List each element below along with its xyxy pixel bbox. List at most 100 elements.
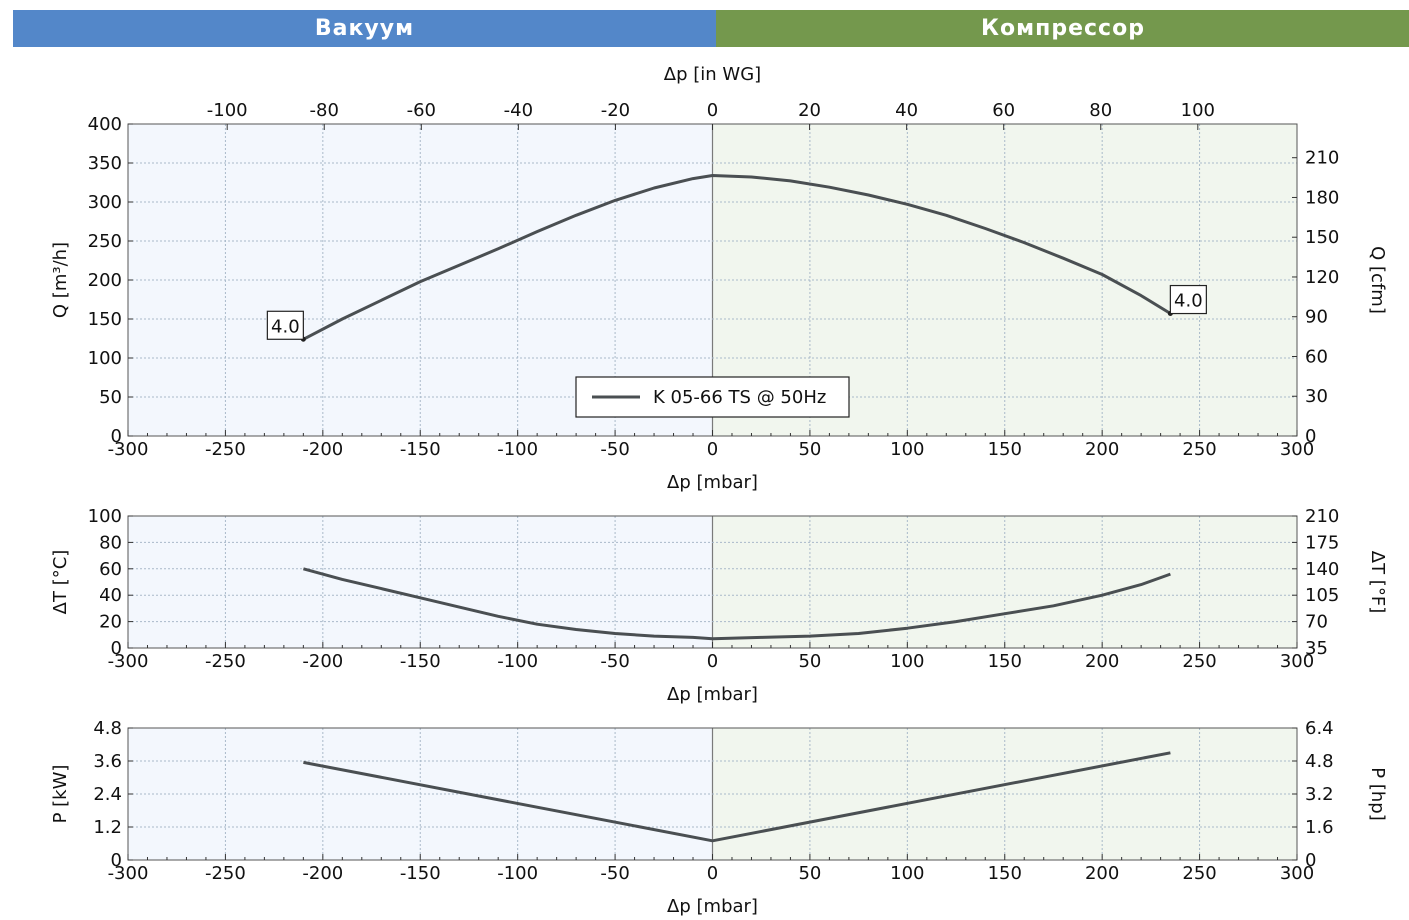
flow-annotation-label: 4.0 bbox=[271, 316, 300, 337]
temp-ytick-label: 100 bbox=[88, 506, 122, 527]
temp-xtick-label: -200 bbox=[302, 651, 343, 672]
flow-toptick-label: -80 bbox=[310, 100, 339, 121]
power-ytick-label: 0 bbox=[111, 850, 122, 871]
temp-xtick-label: -300 bbox=[108, 651, 149, 672]
temp-ytick-label: 20 bbox=[99, 612, 122, 633]
flow-rtick-label: 150 bbox=[1305, 227, 1339, 248]
flow-xtick-label: 300 bbox=[1280, 439, 1314, 460]
flow-toptick-label: 20 bbox=[798, 100, 821, 121]
flow-xtick-label: 100 bbox=[890, 439, 924, 460]
flow-ytick-label: 250 bbox=[88, 231, 122, 252]
temp-ylabel: ΔT [°C] bbox=[50, 550, 71, 615]
power-xtick-label: 250 bbox=[1182, 863, 1216, 884]
compressor-banner-label: Компрессор bbox=[981, 16, 1145, 41]
power-xtick-label: 0 bbox=[707, 863, 718, 884]
flow-xtick-label: -50 bbox=[600, 439, 629, 460]
flow-ytick-label: 100 bbox=[88, 348, 122, 369]
flow-toptick-label: -60 bbox=[407, 100, 436, 121]
vacuum-banner-label: Вакуум bbox=[314, 16, 415, 41]
flow-ytick-label: 150 bbox=[88, 309, 122, 330]
temp-rtick-label: 70 bbox=[1305, 612, 1328, 633]
temp-xtick-label: 0 bbox=[707, 651, 718, 672]
power-xtick-label: -300 bbox=[108, 863, 149, 884]
flow-xtick-label: -200 bbox=[302, 439, 343, 460]
power-xtick-label: -200 bbox=[302, 863, 343, 884]
power-xtick-label: 100 bbox=[890, 863, 924, 884]
power-ytick-label: 4.8 bbox=[93, 718, 122, 739]
temp-xtick-label: 200 bbox=[1085, 651, 1119, 672]
legend-label: K 05-66 TS @ 50Hz bbox=[653, 387, 826, 408]
flow-right-ylabel: Q [cfm] bbox=[1367, 246, 1388, 314]
temp-xtick-label: 300 bbox=[1280, 651, 1314, 672]
temp-right-ylabel: ΔT [°F] bbox=[1367, 551, 1388, 613]
flow-ytick-label: 50 bbox=[99, 387, 122, 408]
flow-xtick-label: -150 bbox=[400, 439, 441, 460]
power-ytick-label: 1.2 bbox=[93, 817, 122, 838]
flow-xtick-label: -100 bbox=[497, 439, 538, 460]
temp-ytick-label: 0 bbox=[111, 638, 122, 659]
power-series-line bbox=[303, 751, 1171, 843]
power-xtick-label: 300 bbox=[1280, 863, 1314, 884]
flow-xtick-label: -250 bbox=[205, 439, 246, 460]
flow-ylabel: Q [m³/h] bbox=[50, 242, 71, 318]
flow-xtick-label: 200 bbox=[1085, 439, 1119, 460]
temp-xtick-label: -250 bbox=[205, 651, 246, 672]
power-ytick-label: 2.4 bbox=[93, 784, 122, 805]
temp-xtick-label: -100 bbox=[497, 651, 538, 672]
flow-toptick-label: 40 bbox=[895, 100, 918, 121]
flow-ytick-label: 350 bbox=[88, 153, 122, 174]
temp-xtick-label: 150 bbox=[988, 651, 1022, 672]
temp-ytick-label: 80 bbox=[99, 532, 122, 553]
flow-top-xlabel: Δp [in WG] bbox=[664, 64, 761, 85]
flow-rtick-label: 90 bbox=[1305, 307, 1328, 328]
legend: K 05-66 TS @ 50Hz bbox=[575, 376, 850, 418]
flow-xtick-label: 0 bbox=[707, 439, 718, 460]
flow-ytick-label: 200 bbox=[88, 270, 122, 291]
power-xtick-label: -100 bbox=[497, 863, 538, 884]
temp-xtick-label: -150 bbox=[400, 651, 441, 672]
flow-toptick-label: -100 bbox=[207, 100, 248, 121]
flow-xtick-label: 150 bbox=[988, 439, 1022, 460]
flow-toptick-label: 80 bbox=[1089, 100, 1112, 121]
flow-toptick-label: 0 bbox=[707, 100, 718, 121]
compressor-banner: Компрессор bbox=[716, 10, 1409, 47]
flow-rtick-label: 210 bbox=[1305, 148, 1339, 169]
flow-rtick-label: 30 bbox=[1305, 386, 1328, 407]
flow-annotation-label: 4.0 bbox=[1174, 291, 1203, 312]
power-xtick-label: -250 bbox=[205, 863, 246, 884]
power-ytick-label: 3.6 bbox=[93, 751, 122, 772]
power-xtick-label: 150 bbox=[988, 863, 1022, 884]
flow-ytick-label: 400 bbox=[88, 114, 122, 135]
power-rtick-label: 0 bbox=[1305, 850, 1316, 871]
power-xtick-label: 50 bbox=[798, 863, 821, 884]
temp-xtick-label: -50 bbox=[600, 651, 629, 672]
flow-annotation-box bbox=[1169, 284, 1207, 315]
flow-toptick-label: 100 bbox=[1181, 100, 1215, 121]
power-rtick-label: 3.2 bbox=[1305, 784, 1334, 805]
power-xtick-label: 200 bbox=[1085, 863, 1119, 884]
flow-rtick-label: 0 bbox=[1305, 426, 1316, 447]
flow-rtick-label: 180 bbox=[1305, 187, 1339, 208]
flow-ytick-label: 300 bbox=[88, 192, 122, 213]
temp-rtick-label: 175 bbox=[1305, 532, 1339, 553]
temp-rtick-label: 35 bbox=[1305, 638, 1328, 659]
flow-xtick-label: 50 bbox=[798, 439, 821, 460]
flow-xtick-label: -300 bbox=[108, 439, 149, 460]
temp-chart: -300 -250 -200 -150 -100 -50 0 50 100 150 200 250 30… bbox=[50, 506, 1388, 705]
temp-rtick-label: 210 bbox=[1305, 506, 1339, 527]
power-rtick-label: 1.6 bbox=[1305, 817, 1334, 838]
flow-annotation-box bbox=[266, 310, 304, 340]
flow-toptick-label: -20 bbox=[601, 100, 630, 121]
flow-rtick-label: 60 bbox=[1305, 346, 1328, 367]
flow-series-line bbox=[302, 174, 1172, 341]
temp-rtick-label: 105 bbox=[1305, 585, 1339, 606]
power-xlabel: Δp [mbar] bbox=[667, 896, 758, 917]
flow-ytick-label: 0 bbox=[111, 426, 122, 447]
power-xtick-label: -150 bbox=[400, 863, 441, 884]
power-right-ylabel: P [hp] bbox=[1367, 767, 1388, 820]
temp-xtick-label: 100 bbox=[890, 651, 924, 672]
temp-rtick-label: 140 bbox=[1305, 559, 1339, 580]
vacuum-banner: Вакуум bbox=[13, 10, 716, 47]
flow-xtick-label: 250 bbox=[1182, 439, 1216, 460]
